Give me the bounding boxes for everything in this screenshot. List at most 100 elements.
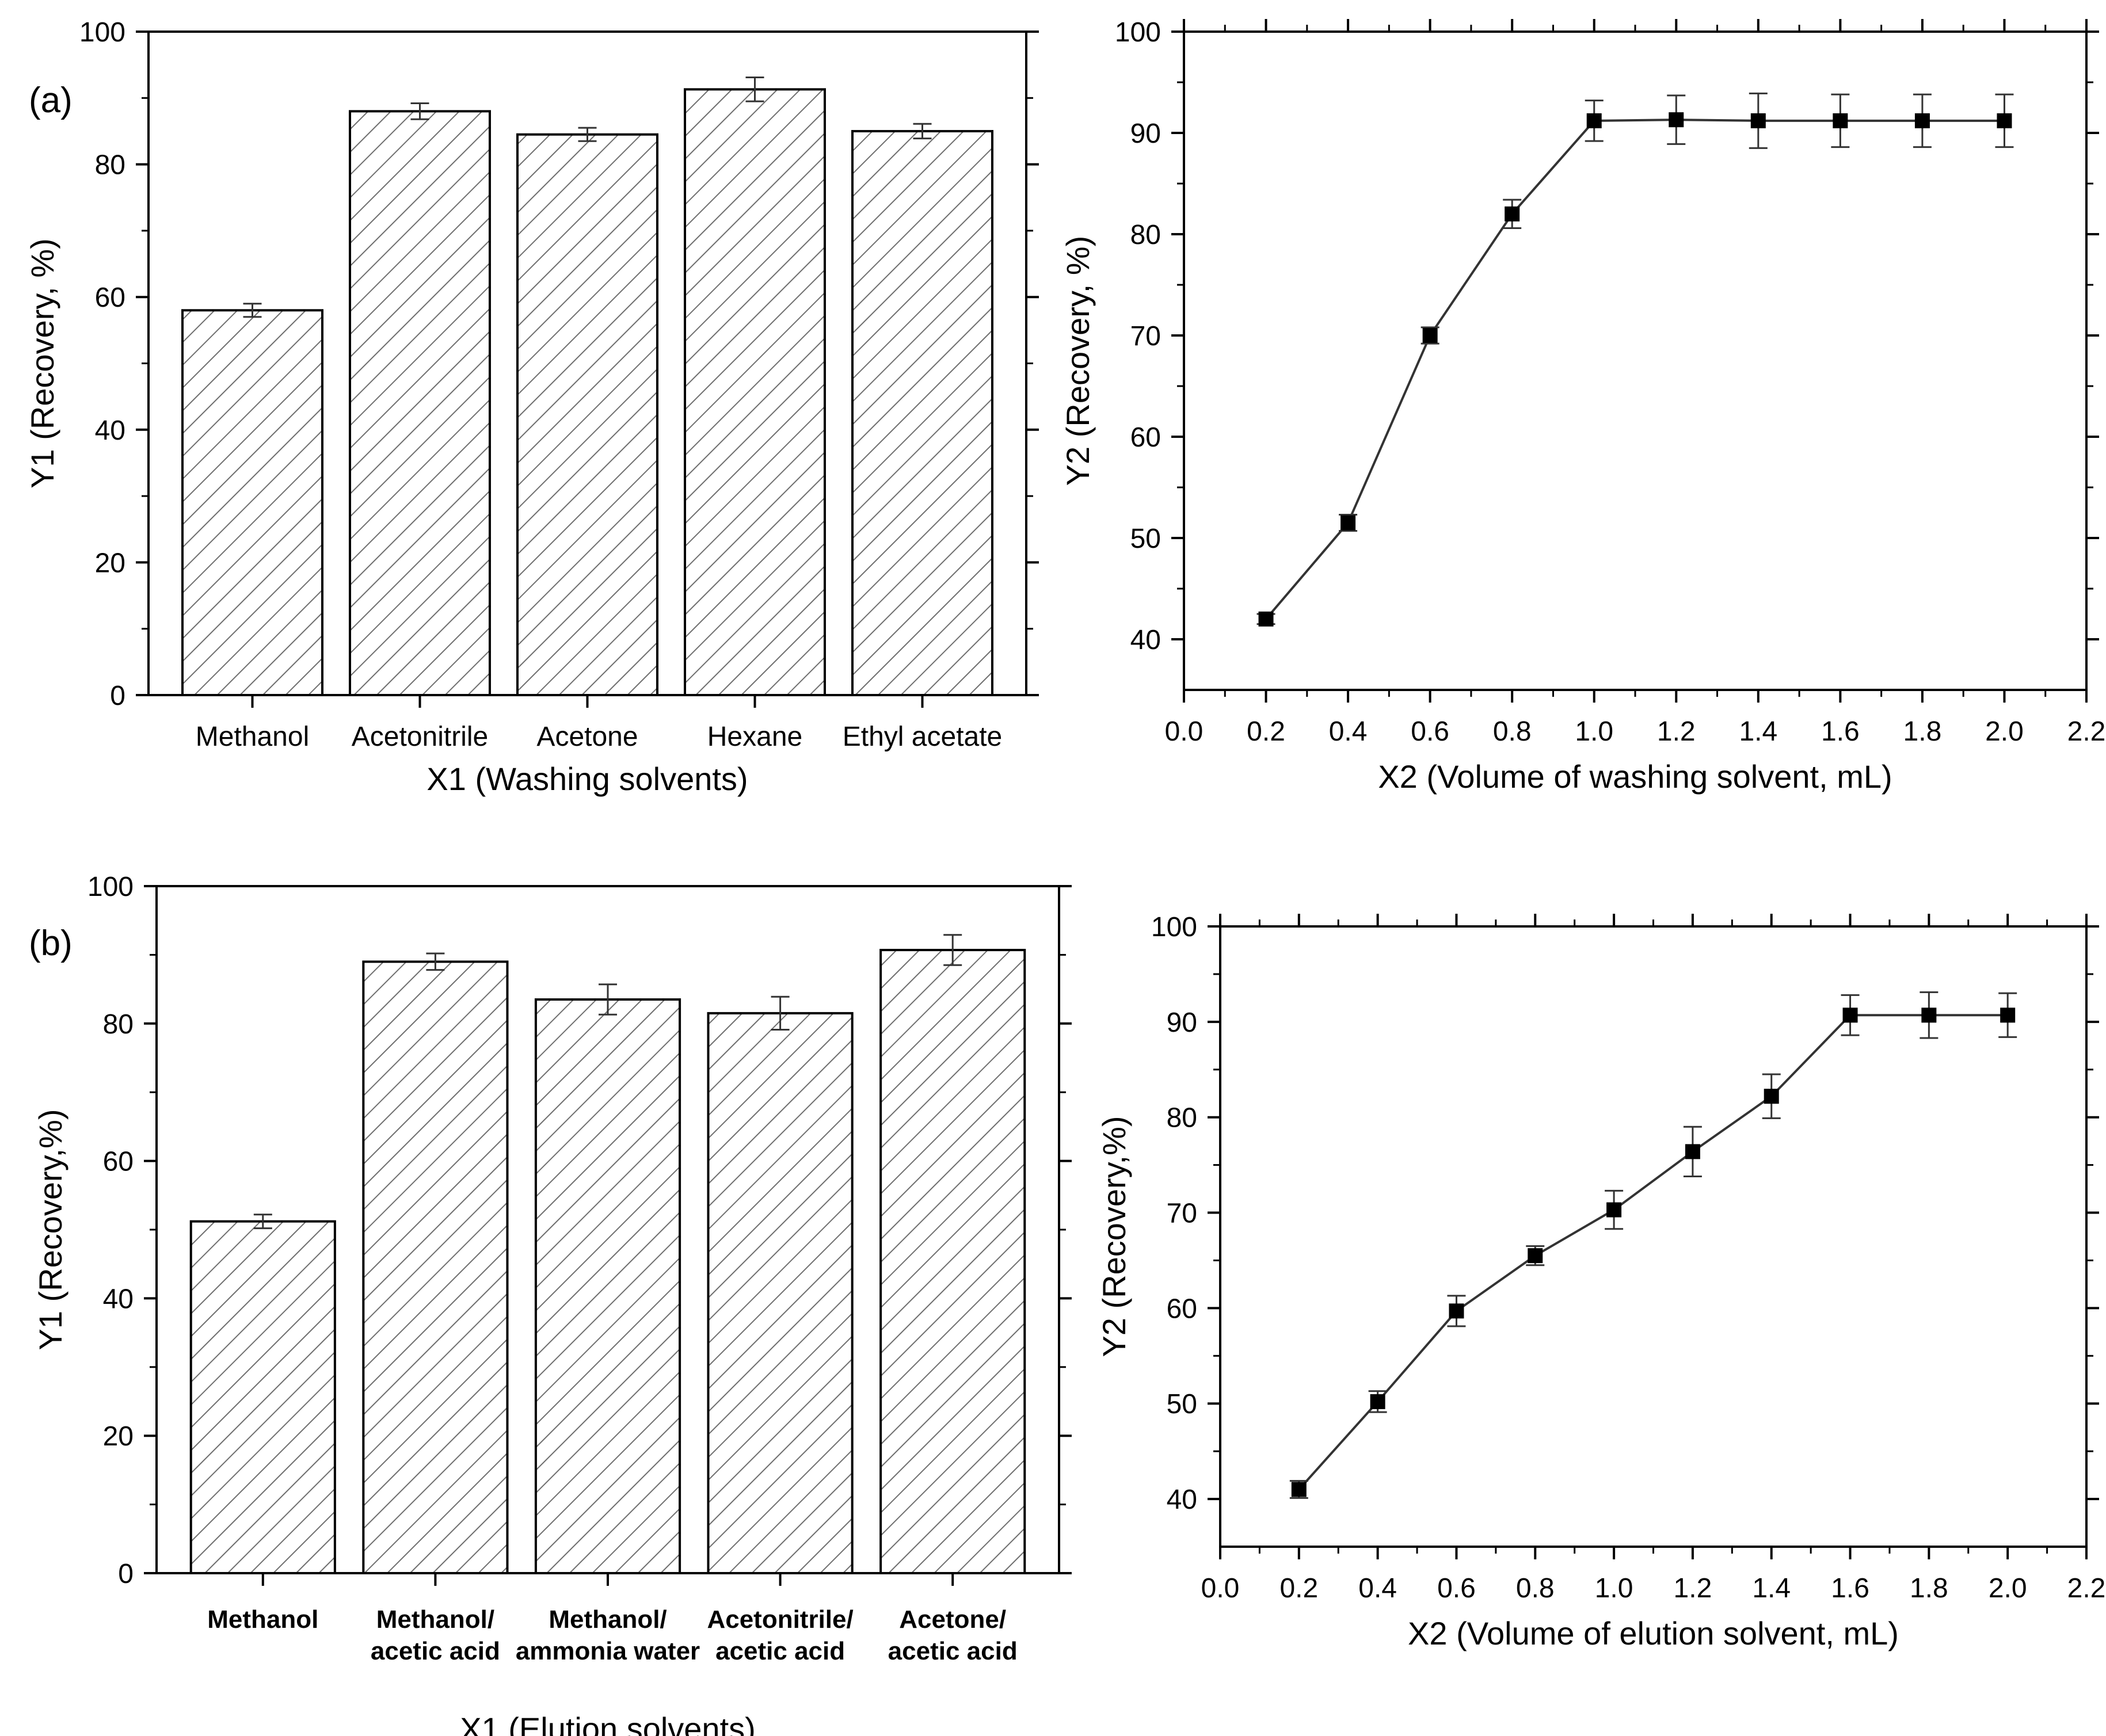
- x-tick-label: 1.6: [1831, 1573, 1869, 1604]
- x-tick-label: 0.6: [1437, 1573, 1476, 1604]
- x-axis-label: X2 (Volume of elution solvent, mL): [1408, 1615, 1899, 1651]
- data-point-marker: [1669, 112, 1684, 128]
- data-point-marker: [1921, 1008, 1937, 1023]
- x-tick-label: 2.2: [2067, 1573, 2106, 1604]
- data-point-marker: [1370, 1394, 1385, 1409]
- x-tick-label: 1.6: [1821, 716, 1860, 747]
- y-axis-label: Y2 (Recovery, %): [1060, 236, 1096, 486]
- x-tick-label: 0.0: [1201, 1573, 1240, 1604]
- x-tick-label: 1.2: [1657, 716, 1696, 747]
- x-tick-label: 2.2: [2067, 716, 2106, 747]
- y-tick-label: 60: [1167, 1294, 1197, 1324]
- data-point-marker: [1606, 1202, 1622, 1218]
- x-tick-label: Acetonitrile: [352, 722, 488, 752]
- data-point-marker: [2000, 1008, 2016, 1023]
- data-point-marker: [1528, 1248, 1543, 1264]
- x-tick-label: Acetonitrile/: [707, 1605, 853, 1634]
- y-tick-label: 50: [1167, 1389, 1197, 1420]
- bar: [181, 309, 323, 696]
- x-tick-label: 1.0: [1575, 716, 1613, 747]
- x-tick-label: 0.2: [1279, 1573, 1318, 1604]
- bar: [707, 1012, 854, 1574]
- data-point-marker: [1685, 1144, 1700, 1159]
- data-point-marker: [1914, 113, 1930, 128]
- panel-label: (b): [29, 924, 73, 963]
- x-tick-label: 0.4: [1329, 716, 1368, 747]
- y-tick-label: 90: [1167, 1008, 1197, 1038]
- x-tick-label: 1.8: [1903, 716, 1942, 747]
- y-tick-label: 100: [1151, 912, 1197, 943]
- data-point-marker: [1291, 1482, 1307, 1497]
- data-point-marker: [1764, 1089, 1779, 1104]
- data-point-marker: [1750, 113, 1766, 128]
- x-tick-label: acetic acid: [715, 1637, 845, 1665]
- x-tick-label: 0.6: [1411, 716, 1449, 747]
- x-tick-label: 1.2: [1674, 1573, 1712, 1604]
- x-tick-label: Acetone/: [899, 1605, 1006, 1634]
- panel-a-bar-chart: 0 20 40 60 80 100 Y1 (Recovery, %) Methanol Acet…: [24, 17, 1039, 797]
- x-tick-label: acetic acid: [371, 1637, 500, 1665]
- panel-b-bar-chart: 0 20 40 60 80 100 Y1 (Recovery,%) Methanol Metha…: [29, 872, 1072, 1736]
- panel-label: (a): [29, 81, 73, 120]
- data-point-marker: [1340, 515, 1356, 531]
- x-tick-label: 2.0: [1985, 716, 2024, 747]
- y-tick-label: 80: [1130, 220, 1161, 250]
- x-tick-label: Hexane: [707, 722, 802, 752]
- y-tick-label: 90: [1130, 119, 1161, 149]
- x-tick-label: 0.8: [1516, 1573, 1555, 1604]
- x-tick-label: Ethyl acetate: [843, 722, 1003, 752]
- y-tick-label: 40: [1130, 625, 1161, 655]
- y-tick-label: 20: [103, 1421, 134, 1452]
- x-tick-label: Methanol/: [549, 1605, 667, 1634]
- x-tick-label: Methanol: [196, 722, 309, 752]
- bar: [879, 949, 1026, 1574]
- data-point-marker: [1505, 206, 1520, 222]
- x-axis-label: X2 (Volume of washing solvent, mL): [1378, 758, 1892, 795]
- bar: [349, 110, 491, 697]
- y-axis-label: Y1 (Recovery, %): [24, 238, 60, 489]
- bar: [516, 133, 658, 696]
- x-tick-label: acetic acid: [888, 1637, 1018, 1665]
- x-tick-label: Methanol/: [376, 1605, 494, 1634]
- y-tick-label: 40: [1167, 1485, 1197, 1515]
- x-axis-label: X1 (Elution solvents): [460, 1711, 756, 1736]
- y-tick-label: 0: [110, 681, 125, 711]
- x-tick-label: ammonia water: [516, 1637, 700, 1665]
- x-tick-label: Methanol: [207, 1605, 318, 1634]
- x-tick-label: 1.8: [1910, 1573, 1948, 1604]
- y-tick-label: 40: [95, 415, 125, 446]
- bar: [684, 88, 826, 696]
- data-point-marker: [1833, 113, 1848, 128]
- y-tick-label: 70: [1130, 321, 1161, 352]
- bar: [362, 960, 509, 1574]
- series-line: [1298, 1014, 2008, 1490]
- y-tick-label: 60: [1130, 422, 1161, 453]
- data-point-marker: [1258, 611, 1274, 627]
- y-tick-label: 0: [118, 1559, 134, 1589]
- x-tick-label: 0.0: [1165, 716, 1204, 747]
- y-tick-label: 60: [95, 283, 125, 313]
- y-tick-label: 20: [95, 548, 125, 578]
- y-tick-label: 100: [87, 872, 134, 902]
- x-tick-label: 0.2: [1247, 716, 1285, 747]
- x-axis-label: X1 (Washing solvents): [426, 761, 748, 797]
- y-axis-label: Y1 (Recovery,%): [32, 1109, 68, 1350]
- panel-a-line-chart: 40 50 60 70 80 90 100 Y2 (Recovery, %) 0.0 0.2 0.4…: [1060, 17, 2105, 795]
- y-tick-label: 100: [1115, 17, 1161, 48]
- y-tick-label: 80: [103, 1009, 134, 1040]
- x-tick-label: Acetone: [536, 722, 638, 752]
- bar: [189, 1220, 336, 1575]
- series-line: [1265, 119, 2005, 620]
- y-tick-label: 80: [1167, 1103, 1197, 1134]
- y-tick-label: 60: [103, 1147, 134, 1177]
- x-tick-label: 1.4: [1739, 716, 1777, 747]
- x-tick-label: 1.0: [1595, 1573, 1633, 1604]
- panel-b-line-chart: 40 50 60 70 80 90 100 Y2 (Recovery,%) 0.0 0.2 0.4 0…: [1096, 912, 2105, 1651]
- data-point-marker: [1449, 1303, 1464, 1319]
- y-tick-label: 40: [103, 1284, 134, 1314]
- plot-frame: [1219, 925, 2088, 1548]
- x-tick-label: 0.4: [1358, 1573, 1397, 1604]
- data-point-marker: [1586, 113, 1602, 128]
- x-tick-label: 1.4: [1752, 1573, 1791, 1604]
- x-tick-label: 2.0: [1989, 1573, 2027, 1604]
